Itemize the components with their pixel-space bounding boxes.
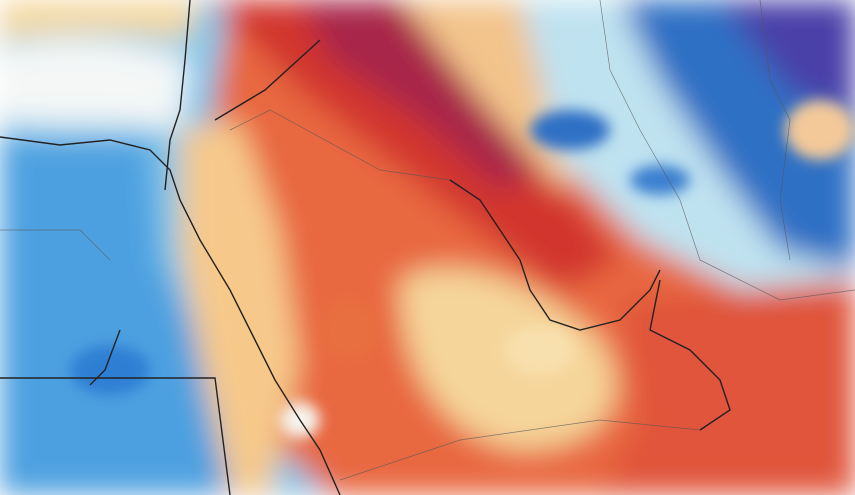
border xyxy=(339,419,701,481)
warm-spot xyxy=(320,300,380,360)
field-north-pale xyxy=(0,0,200,40)
border xyxy=(0,377,231,495)
field-east-purple xyxy=(720,0,855,120)
minor-borders xyxy=(0,0,855,481)
cold-spot xyxy=(530,110,610,150)
pale-spot xyxy=(505,325,575,375)
temperature-detail xyxy=(70,100,855,438)
field-southeast xyxy=(600,280,855,495)
border xyxy=(599,0,855,301)
coastline xyxy=(649,279,731,431)
field-west-deep-blue xyxy=(0,140,240,495)
border xyxy=(0,229,111,261)
border xyxy=(214,39,321,121)
cold-spot xyxy=(70,345,150,395)
field-red-belt xyxy=(210,0,620,290)
warm-spot xyxy=(785,100,855,160)
field-coast-pale xyxy=(180,120,300,495)
coastline xyxy=(89,329,121,386)
cold-spot xyxy=(630,165,690,195)
field-dark-red xyxy=(300,0,540,190)
border xyxy=(759,0,791,261)
coastline xyxy=(164,0,191,191)
field-white-band xyxy=(0,39,190,131)
borders xyxy=(0,0,731,495)
coastline xyxy=(449,179,661,331)
border xyxy=(229,109,451,181)
coastline xyxy=(0,136,341,495)
